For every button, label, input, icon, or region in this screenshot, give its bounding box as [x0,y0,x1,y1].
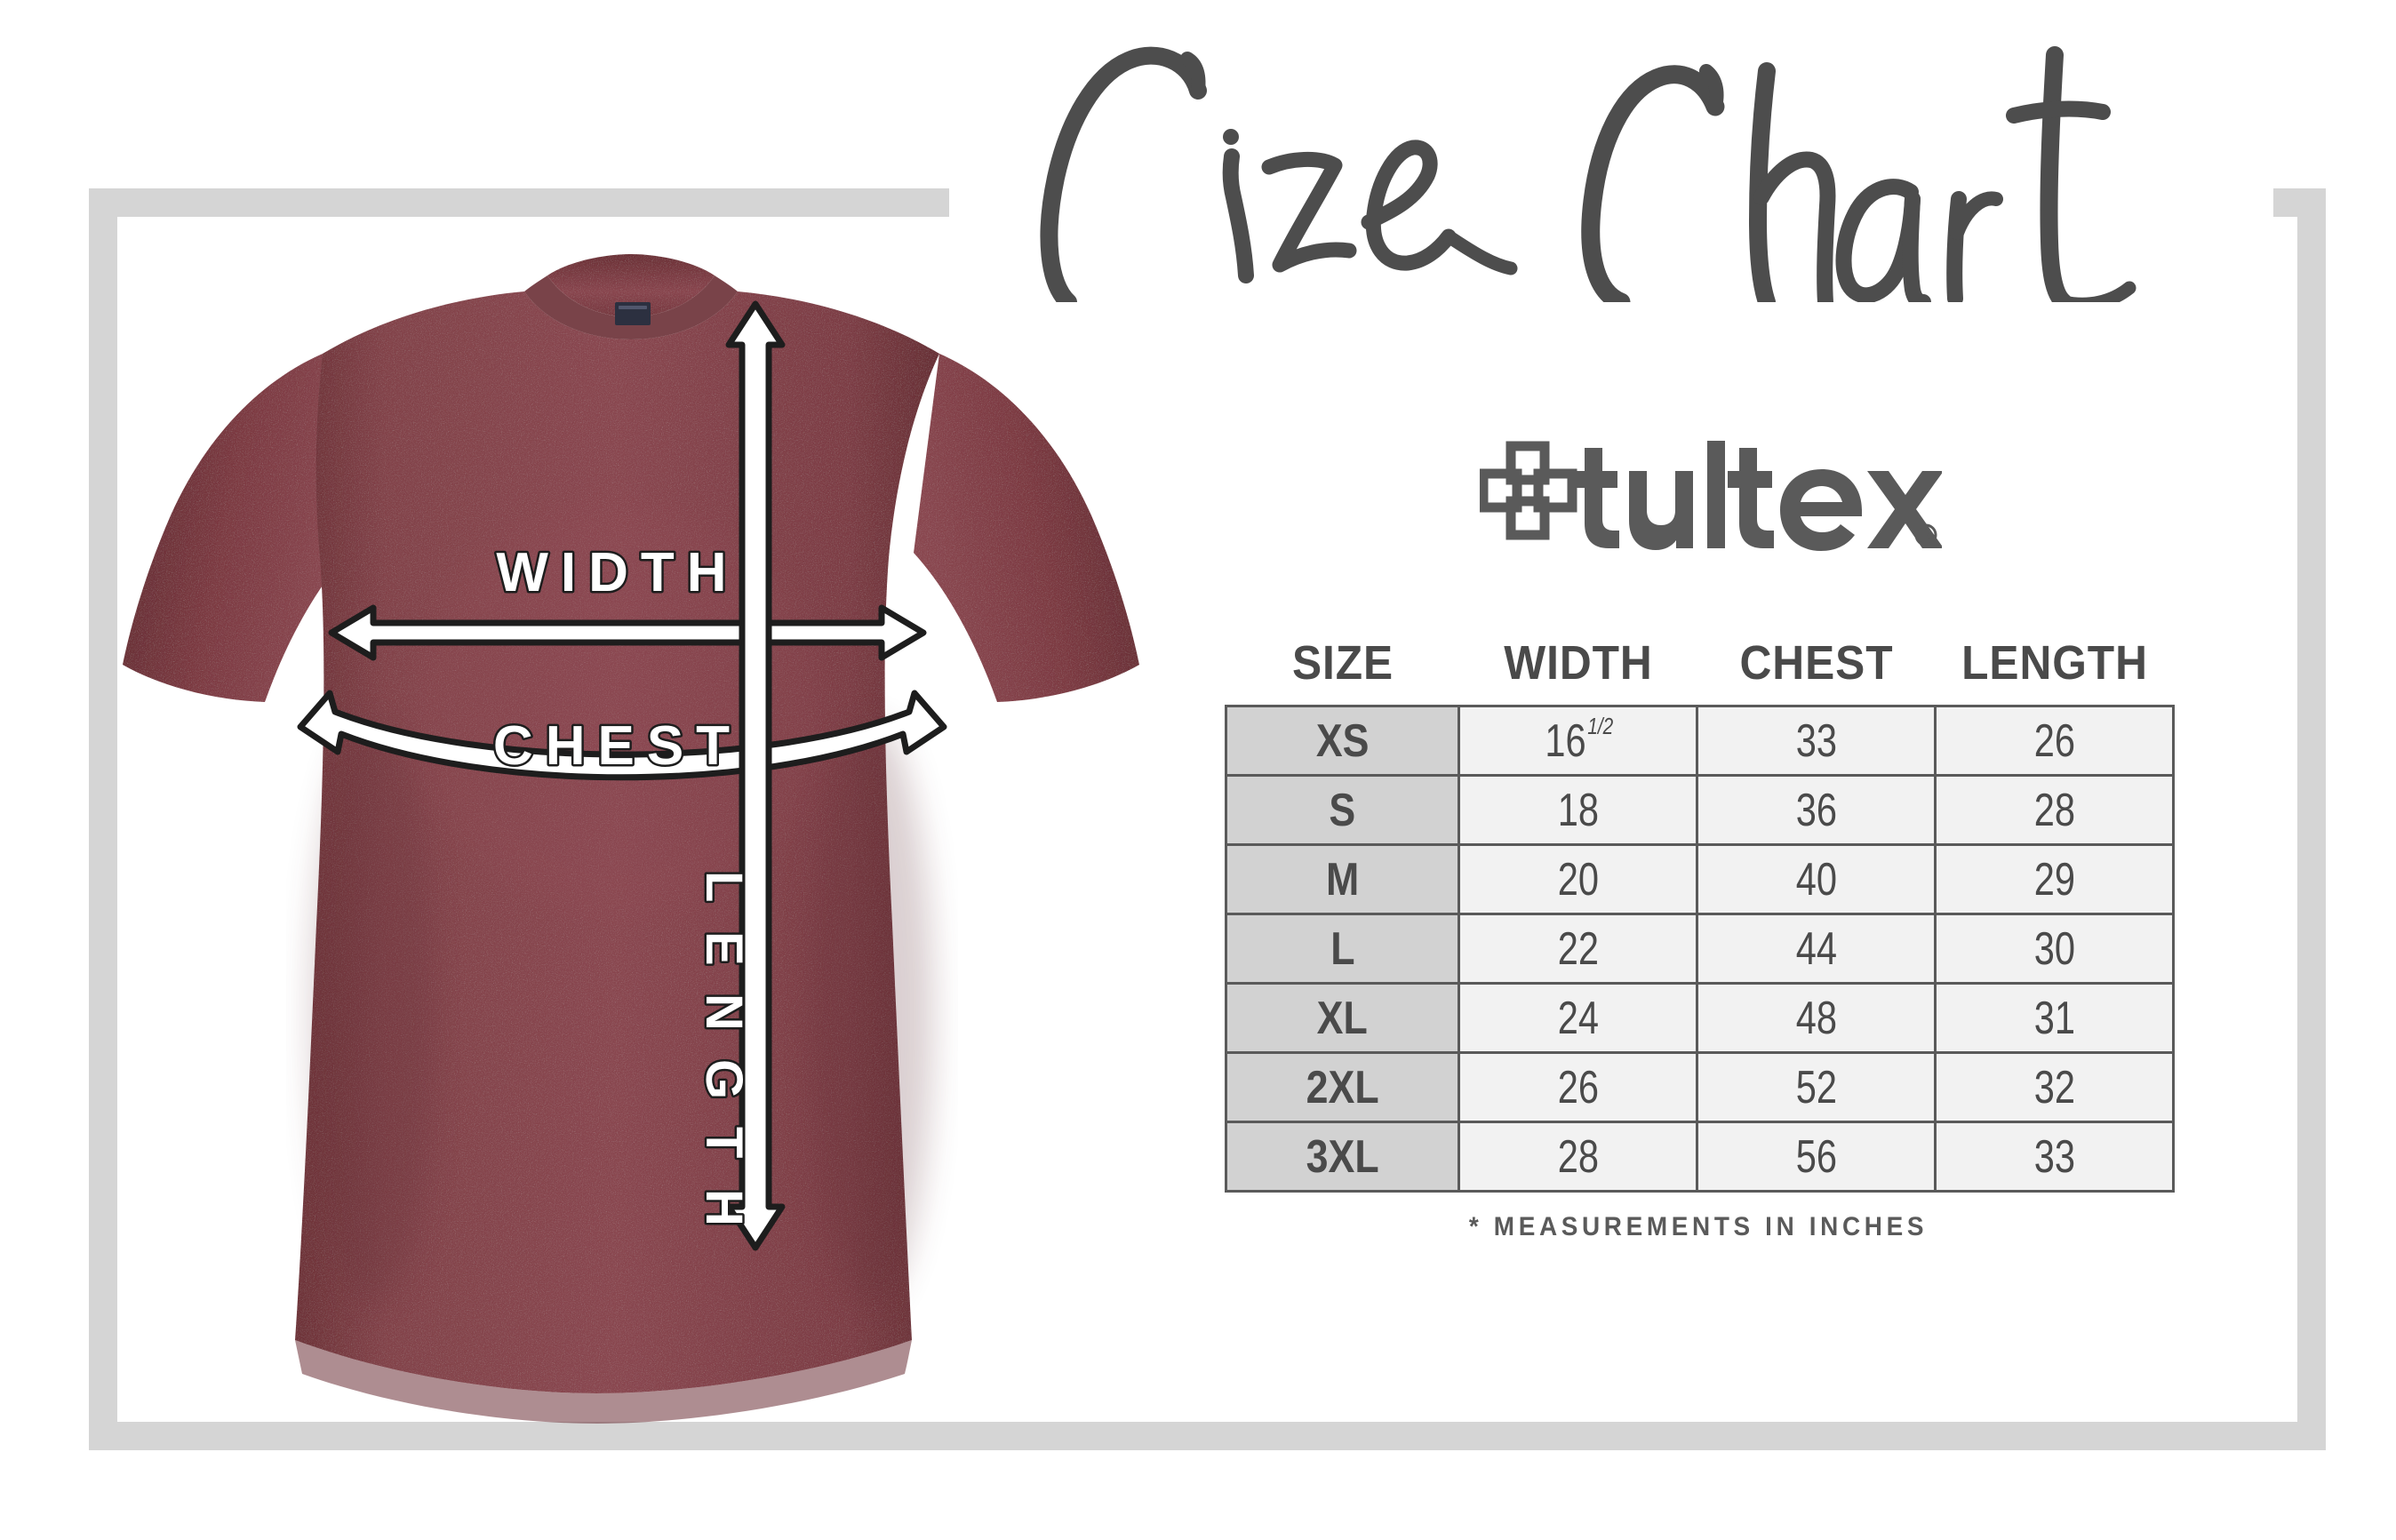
tultex-cross-mark-icon [1480,441,1577,540]
cell-width: 26 [1458,1051,1698,1123]
cell-size: XS [1225,705,1460,777]
svg-text:T: T [695,1127,753,1158]
frame-right-cap-bar [2273,188,2326,217]
measurements-footnote: * MEASUREMENTS IN INCHES [1468,1212,1929,1241]
header-size: SIZE [1291,636,1394,690]
table-row: XS 161/2 33 26 [1225,705,2175,777]
cell-size: XL [1225,982,1460,1054]
cell-length: 30 [1934,913,2175,985]
svg-text:G: G [695,1059,753,1099]
cell-width: 22 [1458,913,1698,985]
length-label: L E N G T H [693,869,755,1229]
cell-width: 24 [1458,982,1698,1054]
svg-text:E: E [695,931,753,966]
table-row: 2XL 26 52 32 [1225,1051,2175,1123]
cell-chest: 48 [1696,982,1937,1054]
tultex-wordmark [1573,441,1942,551]
table-row: XL 24 48 31 [1225,982,2175,1054]
fraction: 1/2 [1586,713,1613,740]
header-length: LENGTH [1961,636,2148,690]
cell-chest: 40 [1696,843,1937,915]
chest-arrow [297,690,947,781]
cell-width: 161/2 [1458,705,1698,777]
table-row: S 18 36 28 [1225,774,2175,846]
shirt-shadow-right [809,720,933,1306]
svg-text:N: N [695,993,753,1031]
cell-size: 2XL [1225,1051,1460,1123]
cell-length: 26 [1934,705,2175,777]
header-width: WIDTH [1503,636,1653,690]
cell-chest: 33 [1696,705,1937,777]
size-table-head: SIZE WIDTH CHEST LENGTH [1226,635,2174,706]
frame-left-bar [89,188,117,1450]
cell-length: 32 [1934,1051,2175,1123]
frame-bottom-bar [89,1422,2326,1450]
arrow-labels: WIDTH CHEST L E N G T H [491,540,755,1229]
shirt-neck-tag [615,302,651,325]
cell-width: 20 [1458,843,1698,915]
frame-top-bar [89,188,949,217]
shirt-body-group [123,254,1139,1424]
table-row: M 20 40 29 [1225,843,2175,915]
shirt-right-sleeve [914,354,1139,702]
cell-chest: 36 [1696,774,1937,846]
registered-trademark-icon: R [1914,523,1937,547]
shirt-left-sleeve [123,354,348,702]
width-label: WIDTH [496,542,739,603]
cell-size: 3XL [1225,1121,1460,1193]
measurement-arrows [297,300,947,1251]
header-row: SIZE WIDTH CHEST LENGTH [1226,635,2174,706]
cell-width: 18 [1458,774,1698,846]
cell-length: 31 [1934,982,2175,1054]
table-row: L 22 44 30 [1225,913,2175,985]
svg-text:R: R [1921,530,1930,543]
cell-chest: 56 [1696,1121,1937,1193]
size-table-body: XS 161/2 33 26 S 18 36 28 M 20 40 29 [1225,705,2175,1193]
cell-length: 33 [1934,1121,2175,1193]
cell-width: 28 [1458,1121,1698,1193]
length-arrow [725,300,786,1251]
page-title [1013,9,2293,302]
tshirt-illustration: WIDTH CHEST L E N G T H [107,249,1155,1440]
shirt-neck-tag-stripe [619,306,647,309]
svg-text:H: H [695,1189,753,1226]
shirt-collar-rib [547,254,715,317]
cell-size: S [1225,774,1460,846]
frame-right-bar [2297,188,2326,1450]
tultex-logo: R [1480,435,1942,551]
cell-chest: 44 [1696,913,1937,985]
shirt-collar [524,275,738,339]
cell-length: 28 [1934,774,2175,846]
cell-size: L [1225,913,1460,985]
size-table-block: SIZE WIDTH CHEST LENGTH XS 161/2 33 26 S… [1225,635,2175,1242]
cell-length: 29 [1934,843,2175,915]
chest-label: CHEST [493,715,742,777]
shirt-hem [295,1340,912,1424]
shirt-shadow-left [311,720,435,1306]
size-table: SIZE WIDTH CHEST LENGTH XS 161/2 33 26 S… [1225,635,2175,1193]
svg-text:L: L [695,871,753,902]
cell-size: M [1225,843,1460,915]
width-arrow [328,604,927,661]
table-row: 3XL 28 56 33 [1225,1121,2175,1193]
header-chest: CHEST [1739,636,1893,690]
cell-chest: 52 [1696,1051,1937,1123]
shirt-highlight-center [413,507,822,915]
